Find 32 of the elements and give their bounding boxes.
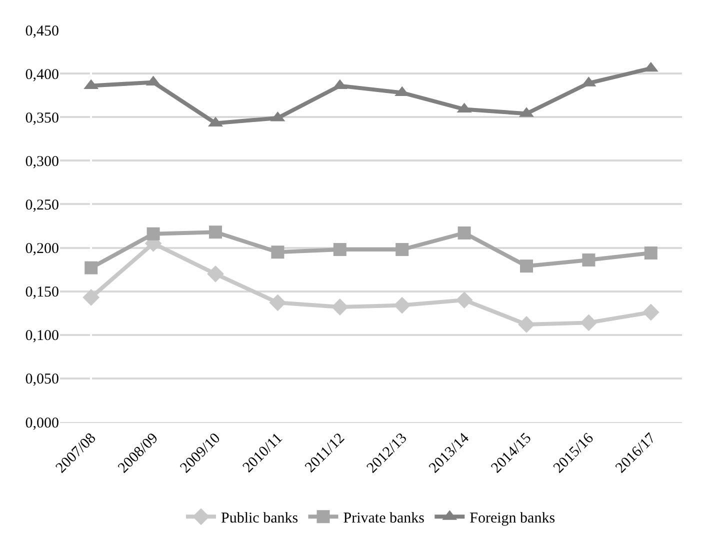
point [518,316,535,333]
y-tick-label: 0,100 [25,328,59,344]
y-tick-label: 0,150 [25,284,59,301]
point [207,265,224,282]
point [396,243,409,256]
y-tick-label: 0,400 [25,66,59,83]
legend-label: Public banks [221,510,298,526]
point [456,292,473,308]
point [271,246,284,259]
y-tick-label: 0,000 [25,415,59,432]
point [146,227,160,240]
y-tick-label: 0,300 [25,154,59,170]
point [458,226,471,240]
point [84,261,98,274]
point [580,314,598,332]
y-tick-label: 0,450 [25,23,59,40]
point [394,296,411,314]
y-tick-label: 0,350 [25,110,59,126]
y-tick-label: 0,250 [25,197,59,214]
legend-label: Private banks [343,510,425,526]
point [82,288,100,306]
point [644,246,658,260]
point [520,260,533,273]
point [269,294,286,312]
y-tick-label: 0,200 [25,241,59,258]
point [642,304,660,321]
point [333,243,346,256]
y-tick-label: 0,050 [25,372,59,388]
point [209,226,222,239]
point [582,253,596,266]
legend-label: Foreign banks [470,510,556,526]
point [331,298,348,316]
